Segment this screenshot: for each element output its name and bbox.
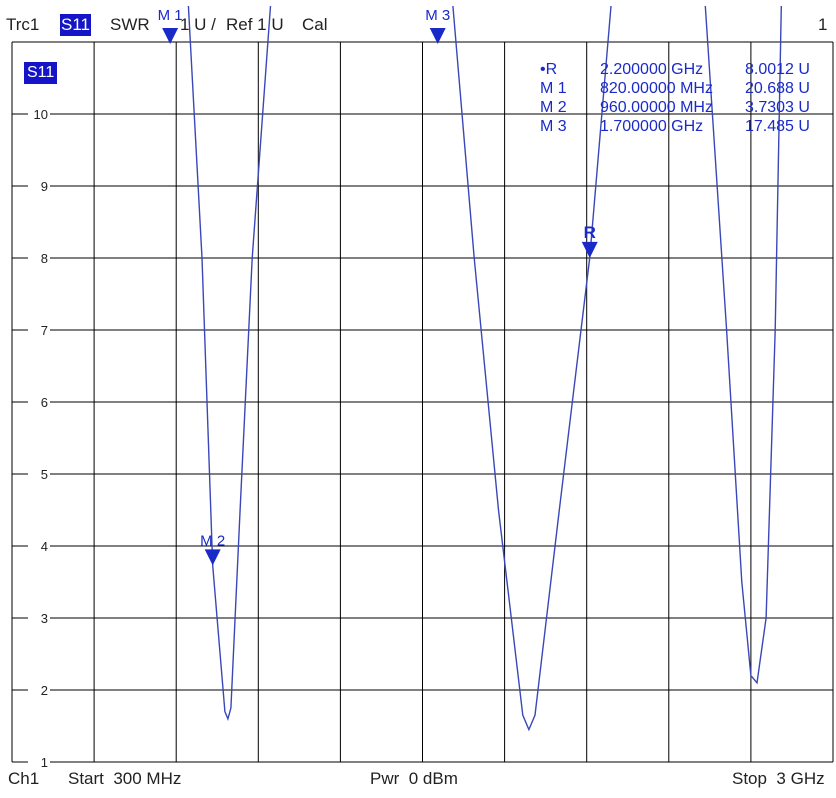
marker-name: •R [540,61,558,78]
marker-label: R [584,223,596,242]
chart-grid [11,41,834,763]
tick-label-bg [28,754,50,770]
y-tick-label: 2 [41,683,48,698]
y-tick-label: 5 [41,467,48,482]
scale-label: 1 U / [180,15,216,34]
y-axis-ticks: 1 2 3 4 5 6 7 8 9 10 [28,106,50,770]
marker-frequency: 1.700000 GHz [600,118,704,135]
y-tick-label: 9 [41,179,48,194]
channel-label: Ch1 [8,769,40,788]
marker-label: M 2 [200,532,225,549]
marker-value: 20.688 U [745,80,810,97]
marker-label: M 3 [425,7,450,24]
marker-name: M 3 [540,118,567,135]
marker-frequency: 820.00000 MHz [600,80,713,97]
y-tick-label: 8 [41,251,48,266]
marker-value: 17.485 U [745,118,810,135]
reference-label: Ref 1 U [226,15,284,34]
marker-value: 8.0012 U [745,61,810,78]
marker-name: M 2 [540,99,567,116]
channel-number: 1 [818,15,828,34]
marker-triangle [429,28,446,44]
marker-triangle [162,28,179,44]
trace-tag[interactable]: S11 [24,62,58,84]
swr-trace-line [704,6,782,685]
y-tick-label: 4 [41,539,48,554]
y-tick-label: 6 [41,395,48,410]
marker-value: 3.7303 U [745,99,810,116]
swr-trace-line [452,6,612,732]
format-label: SWR [110,15,150,34]
tick-label-bg [28,682,50,698]
tick-label-bg [28,610,50,626]
tick-label-bg [28,250,50,266]
y-tick-label: 7 [41,323,48,338]
tick-label-bg [28,394,50,410]
marker-name: M 1 [540,80,567,97]
tick-label-bg [28,106,50,122]
marker-frequency: 2.200000 GHz [600,61,704,78]
tick-label-bg [28,322,50,338]
start-frequency: Start 300 MHz [68,769,182,788]
swr-trace-line [187,6,272,721]
cal-status: Cal [302,15,328,34]
tick-label-bg [28,466,50,482]
trace-layer [187,6,782,732]
s-parameter-label[interactable]: S11 [60,14,91,36]
tick-label-bg [28,178,50,194]
y-tick-label: 10 [34,107,48,122]
y-tick-label: 1 [41,755,48,770]
stop-frequency: Stop 3 GHz [732,769,825,788]
marker-frequency: 960.00000 MHz [600,99,713,116]
marker-label: M 1 [158,7,183,24]
y-tick-label: 3 [41,611,48,626]
trace-name: Trc1 [6,15,40,34]
marker-triangle [581,241,598,258]
marker-layer: M 1 M 2 M 3 R [158,7,598,566]
power-level: Pwr 0 dBm [370,769,458,788]
marker-triangle [204,549,221,566]
tick-label-bg [28,538,50,554]
